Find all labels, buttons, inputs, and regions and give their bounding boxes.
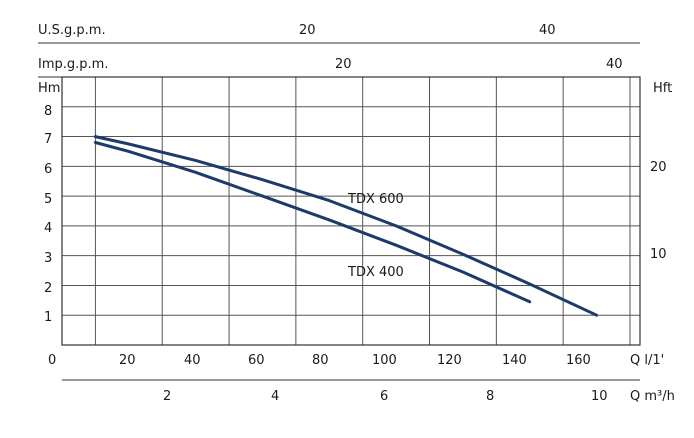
x-tick-label-20: 20	[119, 353, 136, 368]
y-tick-label-7: 7	[44, 132, 52, 147]
y-tick-label-4: 4	[44, 221, 52, 236]
grid-lines	[62, 77, 640, 345]
series-line-tdx600	[93, 135, 599, 317]
impgpm-tick-label-20: 20	[335, 57, 352, 72]
x-tick-label-120: 120	[437, 353, 462, 368]
m3h-tick-label-4: 4	[271, 389, 279, 404]
usgpm-tick-label-40: 40	[539, 23, 556, 38]
q-m3h-axis-label: Q m³/h	[630, 389, 675, 404]
impgpm-axis-label: Imp.g.p.m.	[38, 57, 108, 72]
x-tick-label-160: 160	[566, 353, 591, 368]
x-tick-label-140: 140	[502, 353, 527, 368]
m3h-tick-labels: 2 4 6 8 10	[163, 389, 608, 404]
hm-axis-label: Hm	[38, 81, 60, 96]
hft-axis-label: Hft	[653, 81, 672, 96]
m3h-tick-label-6: 6	[380, 389, 388, 404]
m3h-tick-label-2: 2	[163, 389, 171, 404]
x-tick-label-40: 40	[184, 353, 201, 368]
y-tick-label-6: 6	[44, 162, 52, 177]
hft-tick-label-20: 20	[650, 160, 667, 175]
y-tick-label-1: 1	[44, 310, 52, 325]
x-tick-label-100: 100	[372, 353, 397, 368]
right-tick-labels: 10 20	[650, 160, 667, 262]
x-tick-labels: 0 20 40 60 80 100 120 140 160	[48, 353, 591, 368]
y-tick-label-5: 5	[44, 192, 52, 207]
hft-tick-label-10: 10	[650, 247, 667, 262]
series-label-tdx400: TDX 400	[347, 265, 404, 280]
impgpm-tick-labels: 20 40	[335, 57, 623, 72]
series-label-tdx600: TDX 600	[347, 192, 404, 207]
x-tick-label-60: 60	[248, 353, 265, 368]
m3h-tick-label-10: 10	[591, 389, 608, 404]
x-tick-label-80: 80	[312, 353, 329, 368]
usgpm-tick-labels: 20 40	[299, 23, 556, 38]
impgpm-tick-label-40: 40	[606, 57, 623, 72]
y-tick-label-3: 3	[44, 251, 52, 266]
y-tick-label-2: 2	[44, 281, 52, 296]
plot-frame	[61, 76, 641, 346]
series-line-tdx400	[93, 141, 532, 304]
usgpm-tick-label-20: 20	[299, 23, 316, 38]
x-tick-label-0: 0	[48, 353, 56, 368]
y-tick-labels: 8 7 6 5 4 3 2 1	[44, 104, 52, 325]
m3h-tick-label-8: 8	[486, 389, 494, 404]
series-layer	[93, 135, 599, 317]
y-tick-label-8: 8	[44, 104, 52, 119]
q-lmin-axis-label: Q l/1'	[630, 353, 664, 368]
usgpm-axis-label: U.S.g.p.m.	[38, 23, 106, 38]
